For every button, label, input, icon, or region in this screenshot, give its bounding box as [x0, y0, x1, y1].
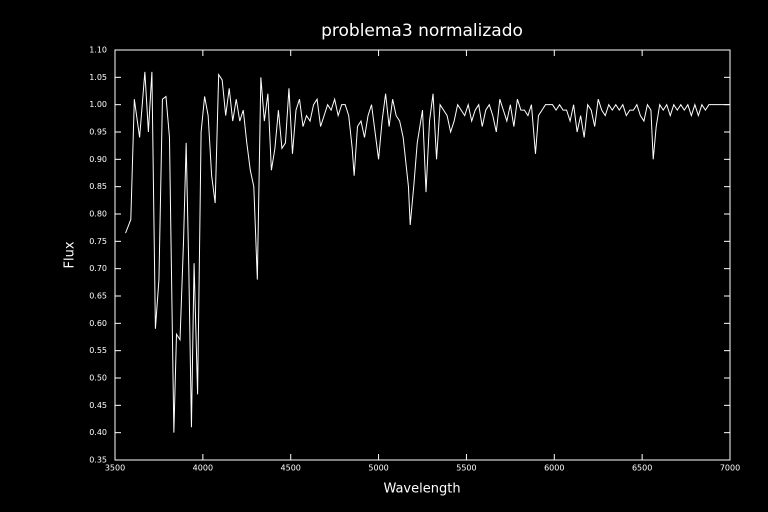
chart-title: problema3 normalizado: [321, 21, 523, 41]
y-tick-label: 0.40: [89, 428, 107, 437]
y-tick-label: 0.65: [89, 292, 107, 301]
x-tick-label: 7000: [720, 464, 740, 473]
y-tick-label: 0.45: [89, 401, 107, 410]
x-tick-label: 5000: [368, 464, 388, 473]
y-tick-label: 0.55: [89, 346, 107, 355]
y-tick-label: 0.80: [89, 210, 107, 219]
y-tick-label: 0.85: [89, 182, 107, 191]
y-tick-label: 0.35: [89, 456, 107, 465]
x-tick-label: 6500: [632, 464, 652, 473]
x-tick-label: 5500: [456, 464, 476, 473]
y-tick-label: 0.70: [89, 264, 107, 273]
y-tick-label: 0.75: [89, 237, 107, 246]
y-axis-label: Flux: [63, 241, 78, 268]
y-tick-label: 1.05: [89, 73, 107, 82]
y-tick-label: 0.95: [89, 128, 107, 137]
y-tick-label: 0.90: [89, 155, 107, 164]
y-tick-label: 0.60: [89, 319, 107, 328]
x-tick-label: 4000: [193, 464, 213, 473]
y-tick-label: 1.10: [89, 46, 107, 55]
plot-frame: [114, 49, 731, 461]
y-tick-label: 0.50: [89, 374, 107, 383]
x-axis-label: Wavelength: [383, 482, 460, 497]
x-tick-label: 3500: [105, 464, 125, 473]
x-tick-label: 6000: [544, 464, 564, 473]
spectrum-line: [125, 71, 730, 433]
y-tick-label: 1.00: [89, 100, 107, 109]
x-tick-label: 4500: [281, 464, 301, 473]
